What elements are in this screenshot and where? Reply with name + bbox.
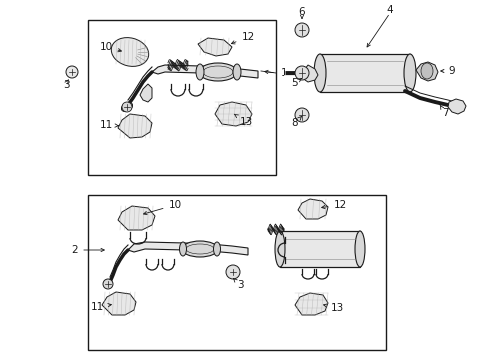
Text: 11: 11 bbox=[99, 120, 118, 130]
Polygon shape bbox=[198, 38, 231, 56]
Text: 10: 10 bbox=[99, 42, 121, 52]
Circle shape bbox=[294, 23, 308, 37]
Ellipse shape bbox=[196, 64, 203, 80]
Text: 9: 9 bbox=[440, 66, 454, 76]
Ellipse shape bbox=[313, 54, 325, 92]
Circle shape bbox=[225, 265, 240, 279]
Bar bbox=[88, 195, 385, 350]
Ellipse shape bbox=[182, 241, 218, 257]
Polygon shape bbox=[215, 102, 251, 126]
Circle shape bbox=[66, 66, 78, 78]
Ellipse shape bbox=[111, 37, 148, 66]
Polygon shape bbox=[152, 65, 258, 78]
Polygon shape bbox=[447, 99, 465, 114]
Bar bbox=[280, 231, 359, 267]
Circle shape bbox=[294, 66, 308, 80]
Ellipse shape bbox=[199, 63, 237, 81]
Text: 8: 8 bbox=[291, 117, 301, 128]
Polygon shape bbox=[297, 199, 327, 219]
Bar bbox=[319, 54, 409, 92]
Text: 11: 11 bbox=[90, 302, 111, 312]
Polygon shape bbox=[118, 206, 155, 230]
Ellipse shape bbox=[121, 102, 132, 112]
Ellipse shape bbox=[354, 231, 364, 267]
Polygon shape bbox=[102, 292, 136, 315]
Text: 7: 7 bbox=[439, 105, 447, 118]
Ellipse shape bbox=[420, 63, 432, 79]
Text: 12: 12 bbox=[231, 32, 254, 44]
Text: 13: 13 bbox=[323, 303, 343, 313]
Polygon shape bbox=[294, 293, 327, 315]
Text: 13: 13 bbox=[234, 114, 252, 127]
Polygon shape bbox=[140, 84, 152, 102]
Text: 3: 3 bbox=[62, 80, 69, 90]
Polygon shape bbox=[118, 114, 152, 138]
Text: 6: 6 bbox=[298, 7, 305, 17]
Ellipse shape bbox=[179, 242, 186, 256]
Ellipse shape bbox=[274, 231, 285, 267]
Bar bbox=[88, 20, 275, 175]
Circle shape bbox=[294, 108, 308, 122]
Polygon shape bbox=[128, 242, 247, 255]
Text: 1: 1 bbox=[281, 68, 287, 78]
Circle shape bbox=[122, 102, 132, 112]
Text: 3: 3 bbox=[233, 279, 243, 290]
Text: 4: 4 bbox=[386, 5, 392, 15]
Circle shape bbox=[103, 279, 113, 289]
Ellipse shape bbox=[213, 242, 220, 256]
Text: 12: 12 bbox=[321, 200, 346, 210]
Polygon shape bbox=[415, 62, 437, 81]
Text: 10: 10 bbox=[143, 200, 181, 215]
Polygon shape bbox=[302, 65, 317, 82]
Text: 2: 2 bbox=[72, 245, 104, 255]
Ellipse shape bbox=[232, 64, 241, 80]
Text: 5: 5 bbox=[291, 78, 301, 88]
Ellipse shape bbox=[403, 54, 415, 92]
